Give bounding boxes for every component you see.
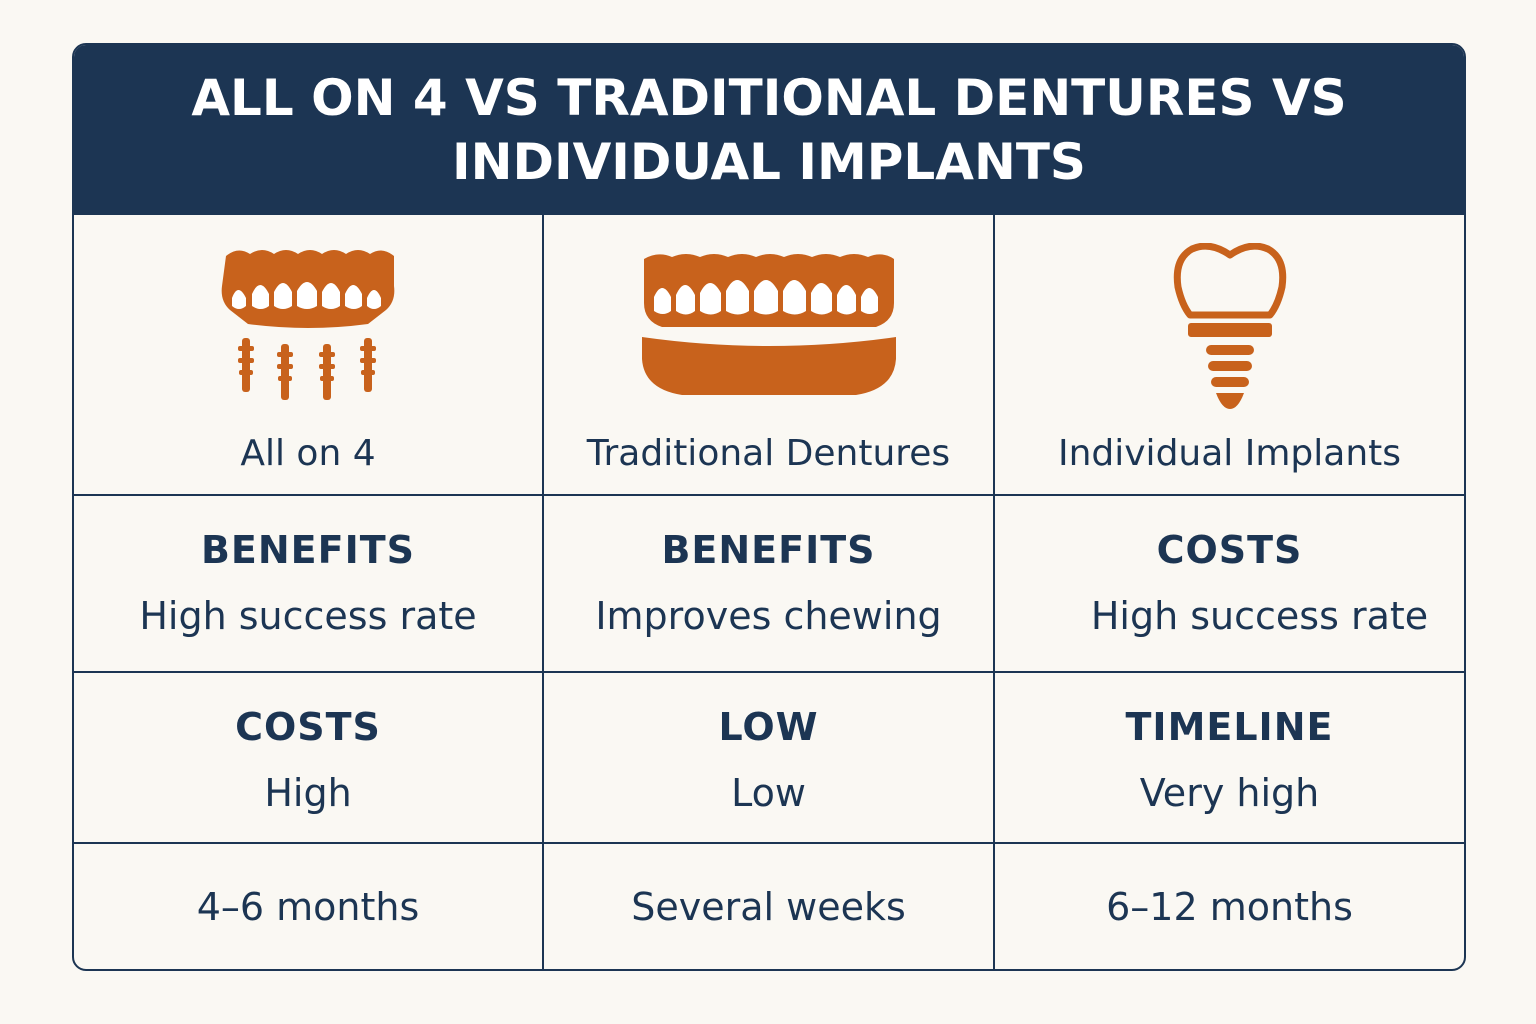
info-value: Very high xyxy=(1139,771,1320,815)
option-name: Individual Implants xyxy=(1057,433,1402,474)
timeline-cell: Several weeks xyxy=(544,844,995,969)
timeline-value: Several weeks xyxy=(631,884,906,929)
info-cell: COSTS High success rate xyxy=(995,496,1464,673)
info-heading: BENEFITS xyxy=(200,528,416,572)
all-on-4-implant-icon xyxy=(218,241,398,411)
info-heading: COSTS xyxy=(1156,528,1303,572)
option-cell-all-on-4: All on 4 xyxy=(74,215,544,496)
info-heading: LOW xyxy=(718,705,819,749)
timeline-value: 4–6 months xyxy=(196,884,420,929)
info-cell: LOW Low xyxy=(544,673,995,844)
option-name: All on 4 xyxy=(240,433,376,474)
comparison-table: All on 4 xyxy=(74,215,1464,969)
info-cell: COSTS High xyxy=(74,673,544,844)
comparison-card: ALL ON 4 VS TRADITIONAL DENTURES VS INDI… xyxy=(72,43,1466,971)
option-cell-individual-implants: Individual Implants xyxy=(995,215,1464,496)
info-cell: BENEFITS Improves chewing xyxy=(544,496,995,673)
info-value: High xyxy=(264,771,352,815)
timeline-value: 6–12 months xyxy=(1106,884,1353,929)
info-cell: BENEFITS High success rate xyxy=(74,496,544,673)
info-value: High success rate xyxy=(1090,594,1429,638)
info-value: Low xyxy=(731,771,806,815)
info-heading: BENEFITS xyxy=(661,528,876,572)
title-banner: ALL ON 4 VS TRADITIONAL DENTURES VS INDI… xyxy=(74,45,1464,215)
info-heading: COSTS xyxy=(235,705,381,749)
info-value: High success rate xyxy=(139,594,477,638)
denture-icon xyxy=(636,241,902,411)
timeline-cell: 6–12 months xyxy=(995,844,1464,969)
single-implant-icon xyxy=(1170,241,1290,411)
info-value: Improves chewing xyxy=(595,594,942,638)
option-name: Traditional Dentures xyxy=(586,433,951,474)
page-title: ALL ON 4 VS TRADITIONAL DENTURES VS INDI… xyxy=(191,69,1347,191)
info-cell: TIMELINE Very high xyxy=(995,673,1464,844)
option-cell-traditional-dentures: Traditional Dentures xyxy=(544,215,995,496)
timeline-cell: 4–6 months xyxy=(74,844,544,969)
info-heading: TIMELINE xyxy=(1125,705,1334,749)
